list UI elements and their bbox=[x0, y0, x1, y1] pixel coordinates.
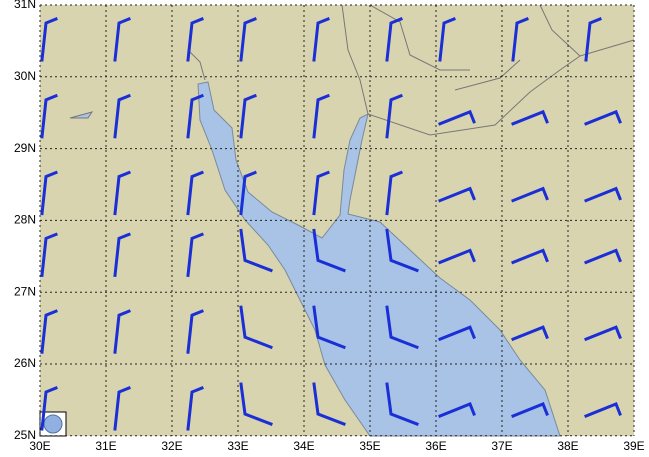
wind-barb bbox=[312, 17, 330, 62]
wind-barb bbox=[239, 228, 273, 273]
lat-label: 31N bbox=[14, 0, 36, 11]
wind-barb bbox=[239, 170, 257, 216]
lat-label: 26N bbox=[14, 356, 36, 370]
lon-label: 36E bbox=[425, 439, 446, 453]
wind-barb bbox=[113, 93, 131, 139]
wind-barb bbox=[113, 386, 131, 431]
lon-label: 30E bbox=[29, 439, 50, 453]
lat-label: 30N bbox=[14, 69, 36, 83]
wind-barb bbox=[40, 17, 58, 62]
wind-barb bbox=[113, 17, 131, 62]
logo bbox=[43, 414, 63, 434]
wind-barb bbox=[186, 17, 204, 62]
wind-barb bbox=[584, 325, 622, 342]
wind-barb bbox=[186, 386, 204, 431]
wind-barb bbox=[438, 17, 456, 62]
wind-barb bbox=[312, 170, 330, 216]
wind-barb bbox=[511, 325, 549, 342]
wind-barb bbox=[438, 325, 476, 342]
wind-barb bbox=[438, 186, 476, 203]
wind-barb bbox=[438, 402, 476, 418]
wind-barb bbox=[584, 17, 602, 62]
wind-barb bbox=[438, 109, 476, 126]
lon-label: 38E bbox=[557, 439, 578, 453]
wind-barb bbox=[186, 309, 204, 354]
wind-barb bbox=[186, 170, 204, 216]
lat-label: 27N bbox=[14, 284, 36, 298]
red-sea bbox=[197, 81, 561, 437]
wind-barb bbox=[186, 232, 204, 278]
wind-barb bbox=[584, 109, 622, 126]
lon-label: 37E bbox=[491, 439, 512, 453]
wind-barb bbox=[312, 305, 346, 350]
lat-label: 29N bbox=[14, 141, 36, 155]
lat-label: 25N bbox=[14, 428, 36, 442]
wind-barb bbox=[584, 248, 622, 265]
lon-label: 39E bbox=[623, 439, 644, 453]
wind-barb bbox=[438, 248, 476, 265]
wind-barb bbox=[511, 248, 549, 265]
wind-barb bbox=[40, 93, 58, 139]
lat-label: 28N bbox=[14, 213, 36, 227]
wind-barb bbox=[511, 17, 529, 62]
wind-barb bbox=[511, 186, 549, 203]
wind-barb bbox=[511, 109, 549, 126]
wind-barb bbox=[239, 382, 273, 426]
lon-label: 31E bbox=[95, 439, 116, 453]
wind-barb bbox=[385, 382, 419, 426]
wind-barb bbox=[584, 186, 622, 203]
wind-barb bbox=[239, 93, 257, 139]
wind-barb bbox=[584, 402, 622, 418]
wind-barb bbox=[113, 170, 131, 216]
wind-barb bbox=[312, 382, 346, 426]
lon-label: 33E bbox=[227, 439, 248, 453]
wind-barb bbox=[312, 228, 346, 273]
wind-barb bbox=[239, 305, 273, 350]
wind-barb bbox=[186, 93, 204, 139]
wind-barb bbox=[40, 170, 58, 216]
wind-barb bbox=[385, 17, 403, 62]
wind-barb bbox=[239, 17, 257, 62]
lake bbox=[69, 111, 94, 119]
wind-barb bbox=[385, 170, 403, 216]
wind-barb bbox=[40, 309, 58, 354]
lon-label: 34E bbox=[293, 439, 314, 453]
wind-barb bbox=[385, 228, 419, 273]
wind-barb bbox=[385, 305, 419, 350]
wind-barb bbox=[40, 232, 58, 278]
wind-barb bbox=[113, 309, 131, 354]
lon-label: 32E bbox=[161, 439, 182, 453]
wind-barb bbox=[40, 386, 58, 431]
lon-label: 35E bbox=[359, 439, 380, 453]
wind-barb bbox=[312, 93, 330, 139]
wind-barb bbox=[113, 232, 131, 278]
wind-barb bbox=[511, 402, 549, 418]
wind-barb bbox=[385, 93, 403, 139]
border bbox=[189, 4, 635, 136]
